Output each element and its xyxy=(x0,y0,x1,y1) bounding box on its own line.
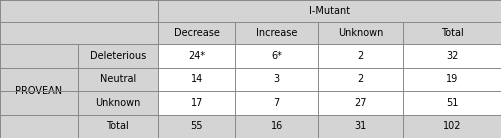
Text: 2: 2 xyxy=(358,74,364,84)
Bar xyxy=(158,115,235,138)
Bar xyxy=(318,115,403,138)
Bar xyxy=(158,22,235,44)
Bar xyxy=(78,44,158,68)
Bar xyxy=(0,44,78,138)
Text: 102: 102 xyxy=(443,121,461,131)
Text: Increase: Increase xyxy=(256,28,298,38)
Text: 19: 19 xyxy=(446,74,458,84)
Text: Total: Total xyxy=(441,28,463,38)
Bar xyxy=(78,68,158,91)
Bar xyxy=(318,22,403,44)
Text: 31: 31 xyxy=(355,121,367,131)
Bar xyxy=(235,68,318,91)
Bar xyxy=(403,22,501,44)
Bar xyxy=(0,22,158,44)
Bar xyxy=(235,22,318,44)
Text: 32: 32 xyxy=(446,51,458,61)
Bar xyxy=(0,44,78,68)
Bar xyxy=(0,68,78,91)
Bar xyxy=(403,44,501,68)
Text: PROVEAN: PROVEAN xyxy=(15,86,63,96)
Text: Unknown: Unknown xyxy=(338,28,383,38)
Text: Total: Total xyxy=(106,121,129,131)
Bar xyxy=(158,0,501,22)
Bar xyxy=(318,44,403,68)
Bar xyxy=(0,91,78,115)
Bar xyxy=(235,44,318,68)
Bar xyxy=(403,68,501,91)
Bar xyxy=(403,91,501,115)
Bar xyxy=(318,68,403,91)
Text: 27: 27 xyxy=(355,98,367,108)
Bar xyxy=(158,91,235,115)
Text: 6*: 6* xyxy=(272,51,282,61)
Bar xyxy=(403,115,501,138)
Text: I-Mutant: I-Mutant xyxy=(309,6,350,16)
Bar xyxy=(318,91,403,115)
Bar xyxy=(158,44,235,68)
Text: Neutral: Neutral xyxy=(100,74,136,84)
Text: 2: 2 xyxy=(358,51,364,61)
Bar xyxy=(78,115,158,138)
Text: 17: 17 xyxy=(190,98,203,108)
Text: 14: 14 xyxy=(190,74,203,84)
Text: 16: 16 xyxy=(271,121,283,131)
Text: 7: 7 xyxy=(274,98,280,108)
Text: 51: 51 xyxy=(446,98,458,108)
Bar xyxy=(0,0,158,22)
Text: Deleterious: Deleterious xyxy=(90,51,146,61)
Bar xyxy=(78,91,158,115)
Bar xyxy=(235,115,318,138)
Bar xyxy=(235,91,318,115)
Text: 55: 55 xyxy=(190,121,203,131)
Text: Unknown: Unknown xyxy=(95,98,140,108)
Text: Decrease: Decrease xyxy=(174,28,219,38)
Text: 24*: 24* xyxy=(188,51,205,61)
Bar xyxy=(158,68,235,91)
Text: 3: 3 xyxy=(274,74,280,84)
Bar xyxy=(0,115,78,138)
